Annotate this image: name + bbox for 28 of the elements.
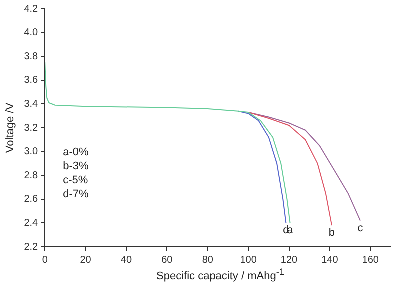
series-label: c [358,222,364,234]
x-tick-label: 140 [322,254,339,266]
x-tick-label: 80 [202,254,214,266]
y-tick-label: 3.6 [24,75,39,86]
y-axis-title: Voltage /V [4,102,17,154]
annotation: b-3% [63,160,89,173]
y-tick-label: 2.4 [24,218,39,229]
x-axis-title: Specific capacity / mAhg$^{-1}$ [156,267,286,283]
y-tick-label: 2.2 [24,242,39,253]
y-tick-label: 2.6 [24,194,39,206]
annotation: d-7% [63,188,89,201]
x-tick-label: 160 [362,254,380,266]
y-tick-label: 3.4 [24,98,39,110]
y-tick-label: 3.0 [24,146,39,158]
annotation: a-0% [63,146,89,159]
x-tick-label: 0 [42,254,48,266]
y-tick-label: 4.2 [24,4,39,15]
x-tick-label: 100 [240,254,258,266]
y-tick-label: 3.2 [24,122,39,134]
y-tick-label: 2.8 [24,170,39,182]
y-tick-label: 4.0 [24,28,39,39]
series-label: b [328,227,336,240]
x-tick-label: 40 [120,254,132,266]
x-tick-label: 60 [162,254,174,266]
x-tick-label: 20 [80,254,92,266]
y-tick-label: 3.8 [24,51,39,62]
x-tick-label: 120 [280,254,298,266]
annotation: c-5% [63,174,88,187]
